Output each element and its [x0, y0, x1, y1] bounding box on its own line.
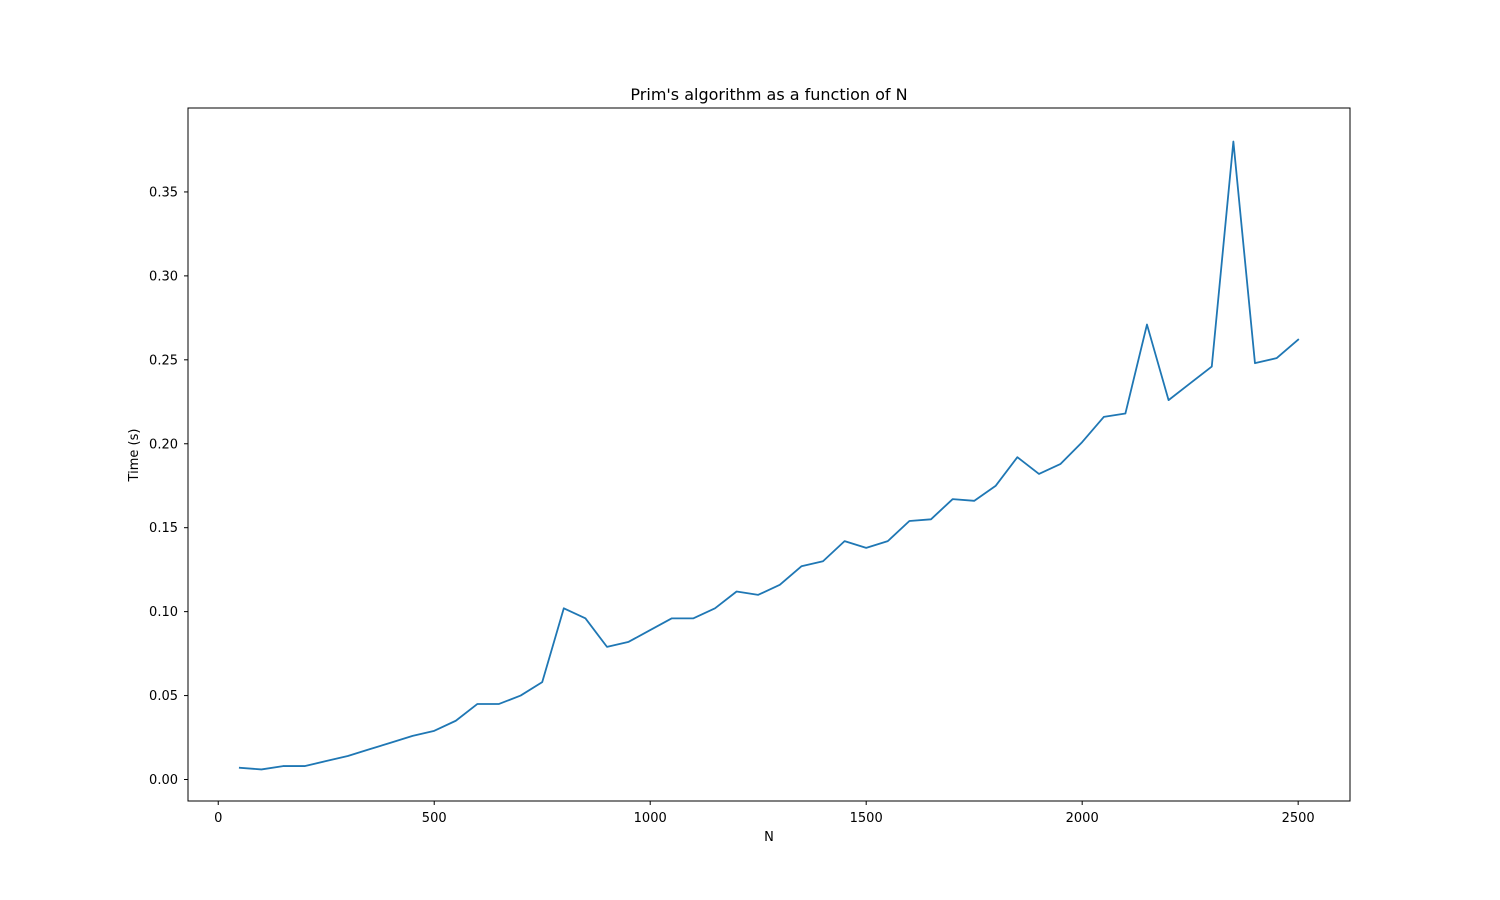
- y-tick-label: 0.20: [149, 437, 178, 452]
- x-tick-label: 1000: [634, 811, 667, 826]
- y-axis-ticks: 0.00 0.05 0.10 0.15 0.20 0.25 0.30 0.35: [149, 185, 188, 788]
- y-tick-label: 0.05: [149, 689, 178, 704]
- y-tick-label: 0.10: [149, 605, 178, 620]
- y-tick-label: 0.30: [149, 269, 178, 284]
- x-tick-label: 0: [214, 811, 222, 826]
- x-tick-label: 2500: [1282, 811, 1315, 826]
- y-tick-label: 0.35: [149, 185, 178, 200]
- x-tick-label: 2000: [1066, 811, 1099, 826]
- x-axis-label: N: [764, 830, 774, 845]
- chart-title: Prim's algorithm as a function of N: [630, 85, 907, 104]
- y-axis-label: Time (s): [127, 429, 142, 483]
- axes-frame: [187, 107, 1351, 802]
- y-tick-label: 0.00: [149, 773, 178, 788]
- series-line: [238, 140, 1300, 771]
- x-tick-label: 500: [422, 811, 447, 826]
- x-tick-label: 1500: [850, 811, 883, 826]
- plot-area: [238, 140, 1300, 771]
- x-axis-ticks: 0 500 1000 1500 2000 2500: [214, 801, 1315, 826]
- y-tick-label: 0.25: [149, 353, 178, 368]
- y-tick-label: 0.15: [149, 521, 178, 536]
